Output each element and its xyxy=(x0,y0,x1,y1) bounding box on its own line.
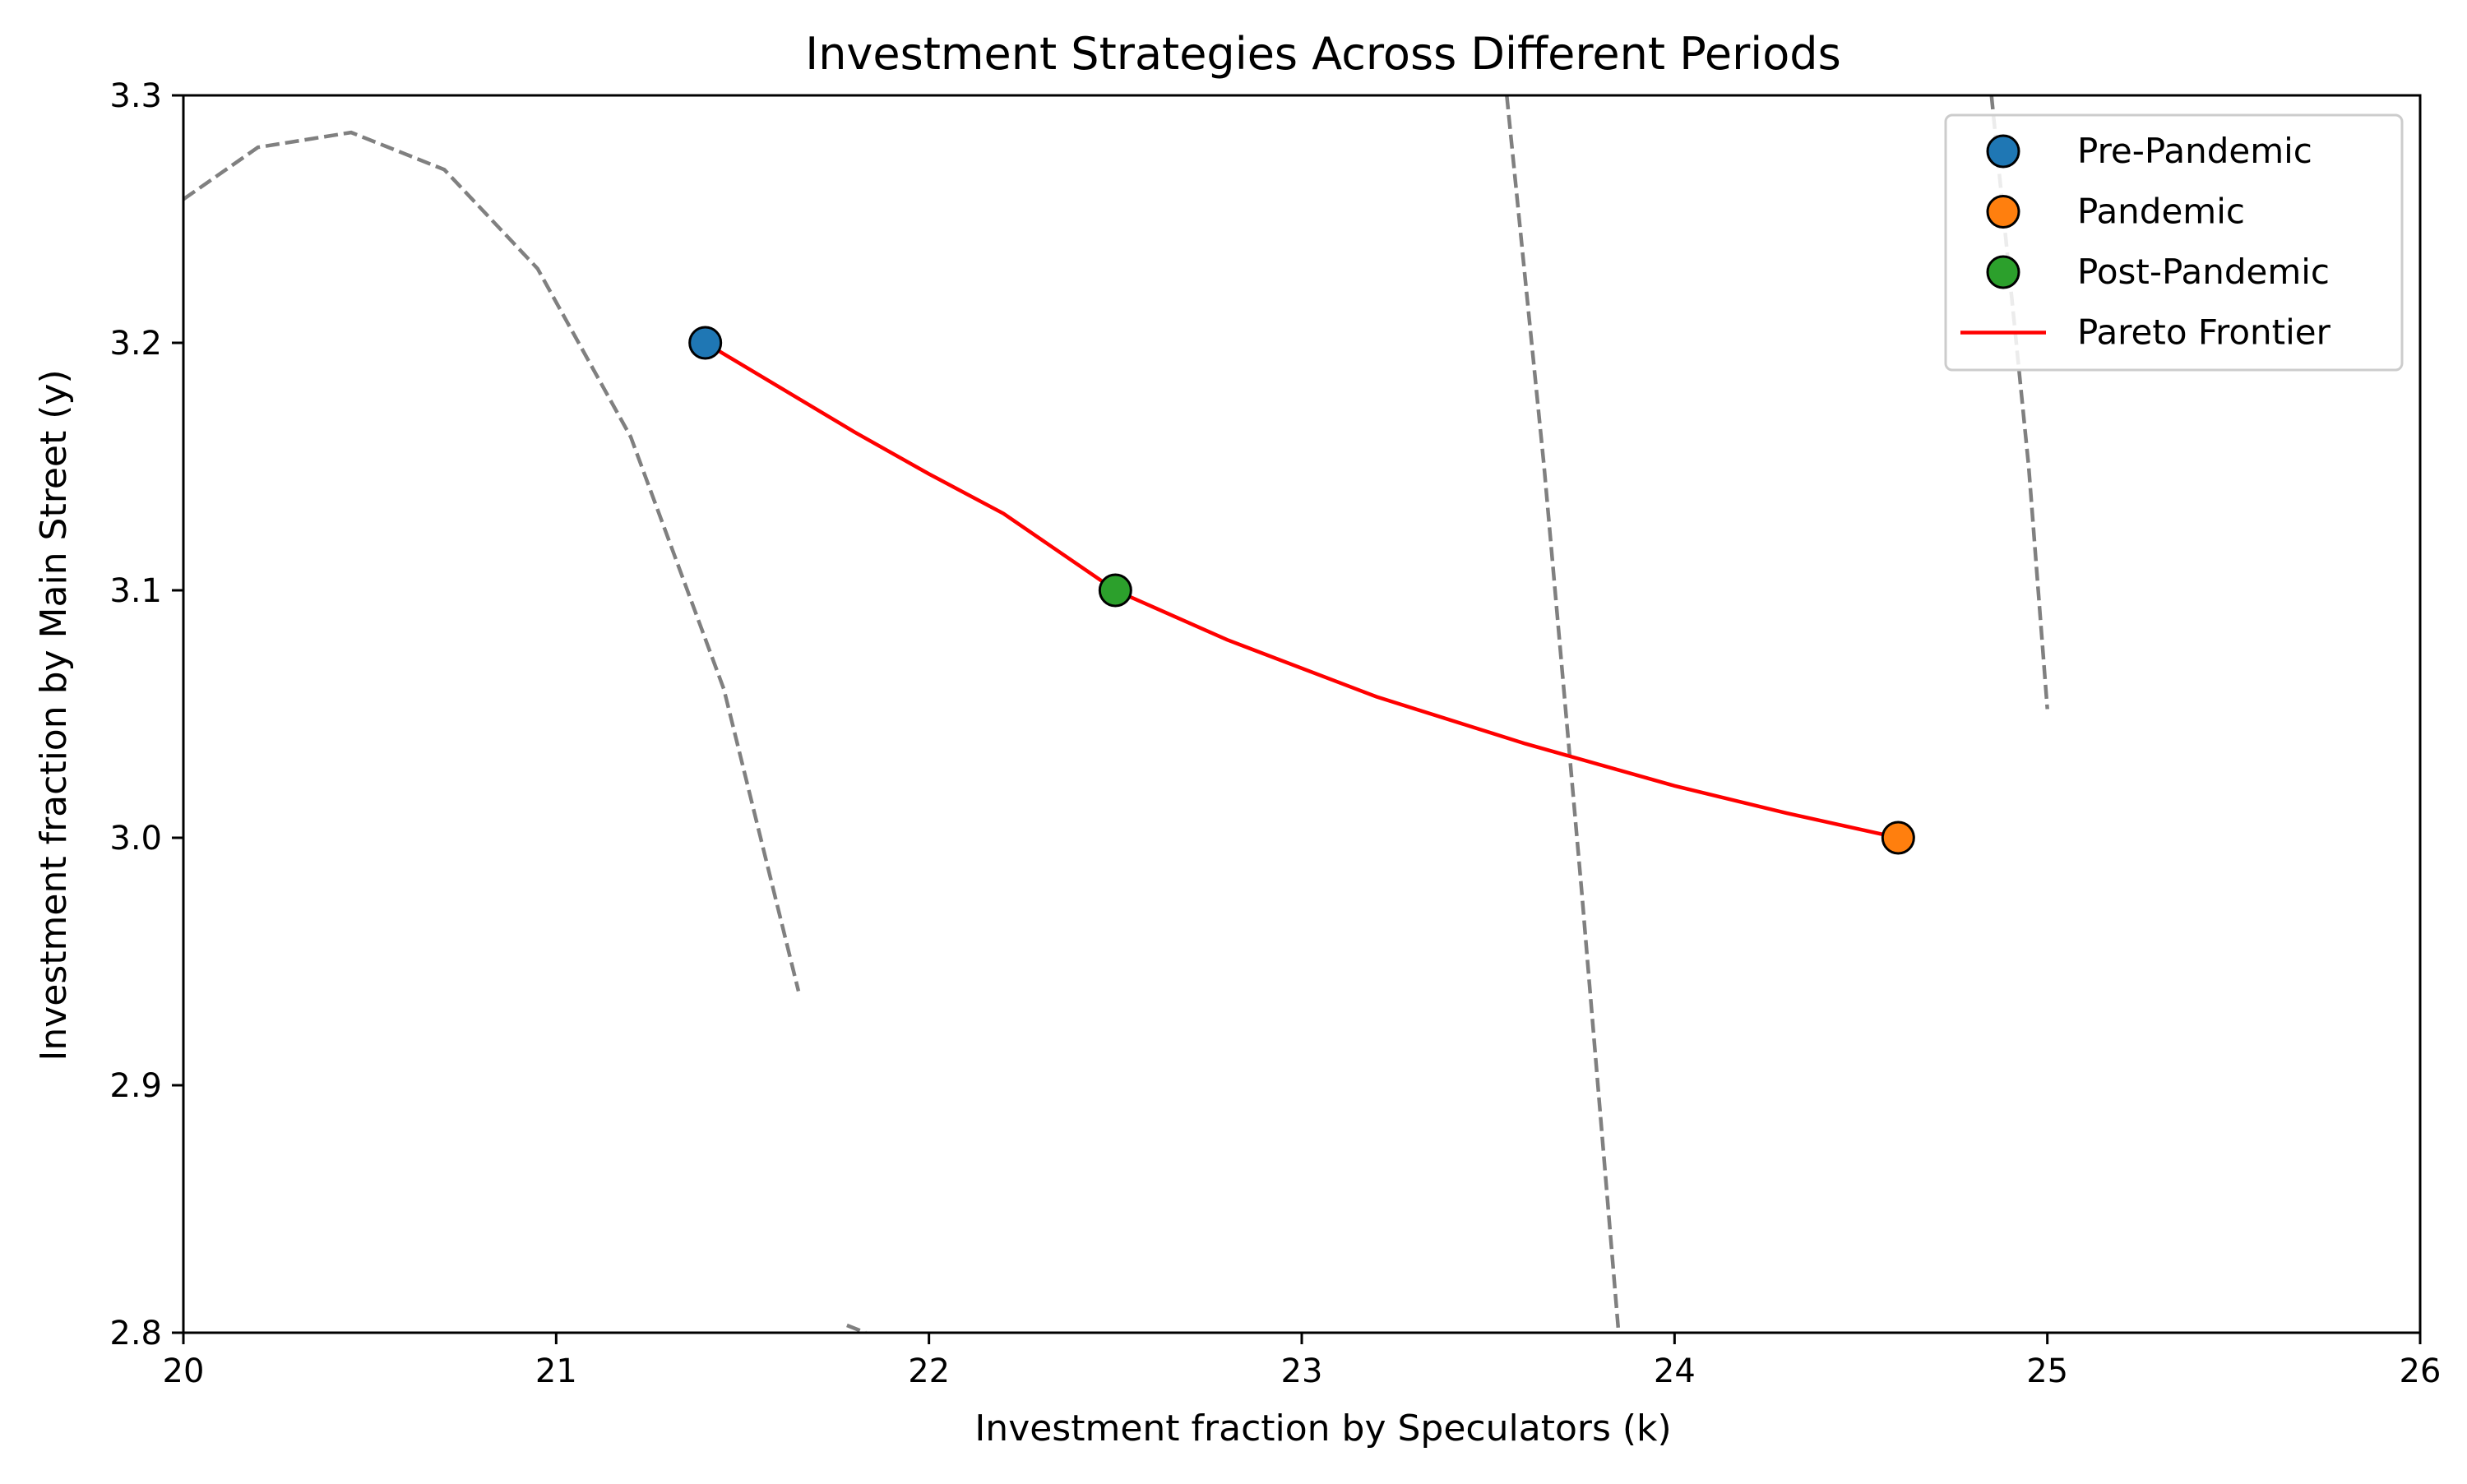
legend: Pre-Pandemic Pandemic Post-Pandemic Pareto … xyxy=(1944,113,2404,372)
pareto-frontier-line xyxy=(704,341,1899,840)
plot-area xyxy=(183,95,2049,1333)
x-tick-label: 23 xyxy=(1281,1352,1323,1390)
legend-label-post-pandemic: Post-Pandemic xyxy=(2077,252,2330,292)
legend-label-pareto-frontier: Pareto Frontier xyxy=(2077,312,2331,353)
chart-title: Investment Strategies Across Different P… xyxy=(805,28,1840,80)
x-tick-label: 21 xyxy=(535,1352,577,1390)
y-tick-label: 2.9 xyxy=(109,1067,162,1105)
x-axis-label: Investment fraction by Speculators (k) xyxy=(974,1408,1671,1449)
y-axis-label: Investment fraction by Main Street (y) xyxy=(33,369,75,1061)
legend-marker-pre-pandemic xyxy=(1986,134,2020,169)
legend-marker-pandemic xyxy=(1986,195,2020,229)
x-tick-label: 24 xyxy=(1654,1352,1696,1390)
point-pre-pandemic xyxy=(688,326,723,360)
y-tick-label: 3.0 xyxy=(109,820,162,858)
x-tick-label: 20 xyxy=(163,1352,205,1390)
y-tick-label: 3.3 xyxy=(109,77,162,115)
contour-line-4 xyxy=(846,1323,867,1333)
legend-label-pandemic: Pandemic xyxy=(2077,192,2245,232)
legend-label-pre-pandemic: Pre-Pandemic xyxy=(2077,131,2312,171)
legend-box xyxy=(1944,113,2404,372)
point-pandemic xyxy=(1881,821,1915,855)
legend-marker-post-pandemic xyxy=(1986,255,2020,289)
y-tick-label: 2.8 xyxy=(109,1315,162,1352)
contour-line-2 xyxy=(1505,95,1621,1333)
x-tick-label: 25 xyxy=(2026,1352,2068,1390)
x-tick-label: 26 xyxy=(2400,1352,2442,1390)
y-tick-label: 3.2 xyxy=(109,325,162,363)
y-tick-label: 3.1 xyxy=(109,572,162,610)
contour-line-1 xyxy=(183,130,801,992)
axes: 20 21 22 23 24 25 26 2.8 2.9 3.0 3.1 3.2 3.3 xyxy=(109,77,2441,1390)
point-post-pandemic xyxy=(1098,573,1132,608)
x-tick-label: 22 xyxy=(908,1352,950,1390)
